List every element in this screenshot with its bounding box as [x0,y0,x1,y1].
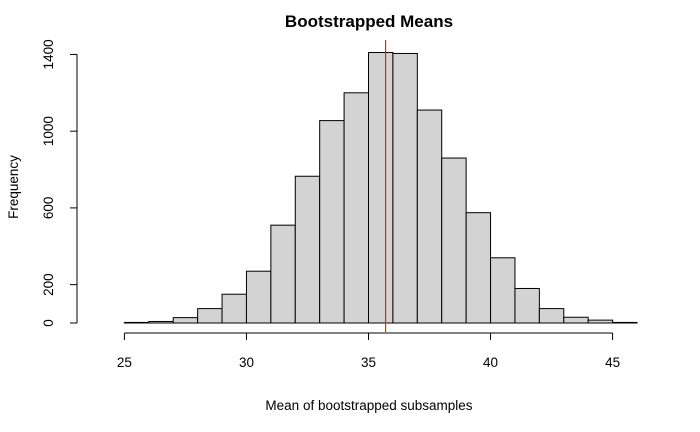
x-tick-label-1: 30 [239,355,254,370]
histogram-bar-12 [416,109,443,324]
y-tick-label-0: 0 [41,319,56,327]
histogram-bar-10 [368,52,394,324]
y-tick-label-3: 1000 [41,116,56,146]
histogram-bar-6 [270,224,296,324]
histogram-bar-17 [538,308,565,324]
y-axis: 0 200 600 1000 1400 [41,39,78,327]
histogram-bar-0 [123,321,150,324]
histogram-bar-9 [343,92,370,324]
x-tick-label-4: 45 [605,355,620,370]
x-tick-label-0: 25 [117,355,132,370]
y-axis-label: Frequency [6,155,21,219]
histogram-bar-1 [148,320,174,324]
x-axis: 25 30 35 40 45 [117,332,620,370]
x-tick-label-3: 40 [483,355,498,370]
y-tick-label-4: 1400 [41,39,56,69]
histogram-bar-3 [197,308,223,324]
y-tick-label-1: 200 [41,273,56,296]
histogram-bar-14 [465,212,492,324]
histogram-bar-5 [245,270,272,324]
histogram-bar-4 [221,293,247,324]
histogram-bar-7 [294,175,321,324]
histogram-bar-19 [587,319,614,324]
bars-group [123,52,638,324]
histogram-bar-18 [563,316,589,324]
histogram-bar-20 [612,321,638,324]
histogram-bar-16 [514,287,540,324]
chart-title: Bootstrapped Means [285,12,453,31]
x-tick-label-2: 35 [361,355,376,370]
histogram-bar-11 [392,52,418,324]
histogram-bar-8 [319,120,345,324]
x-axis-label: Mean of bootstrapped subsamples [265,398,472,413]
histogram-bar-2 [172,317,199,324]
histogram-bar-13 [441,157,467,324]
y-tick-label-2: 600 [41,197,56,220]
histogram-bar-15 [490,257,516,324]
